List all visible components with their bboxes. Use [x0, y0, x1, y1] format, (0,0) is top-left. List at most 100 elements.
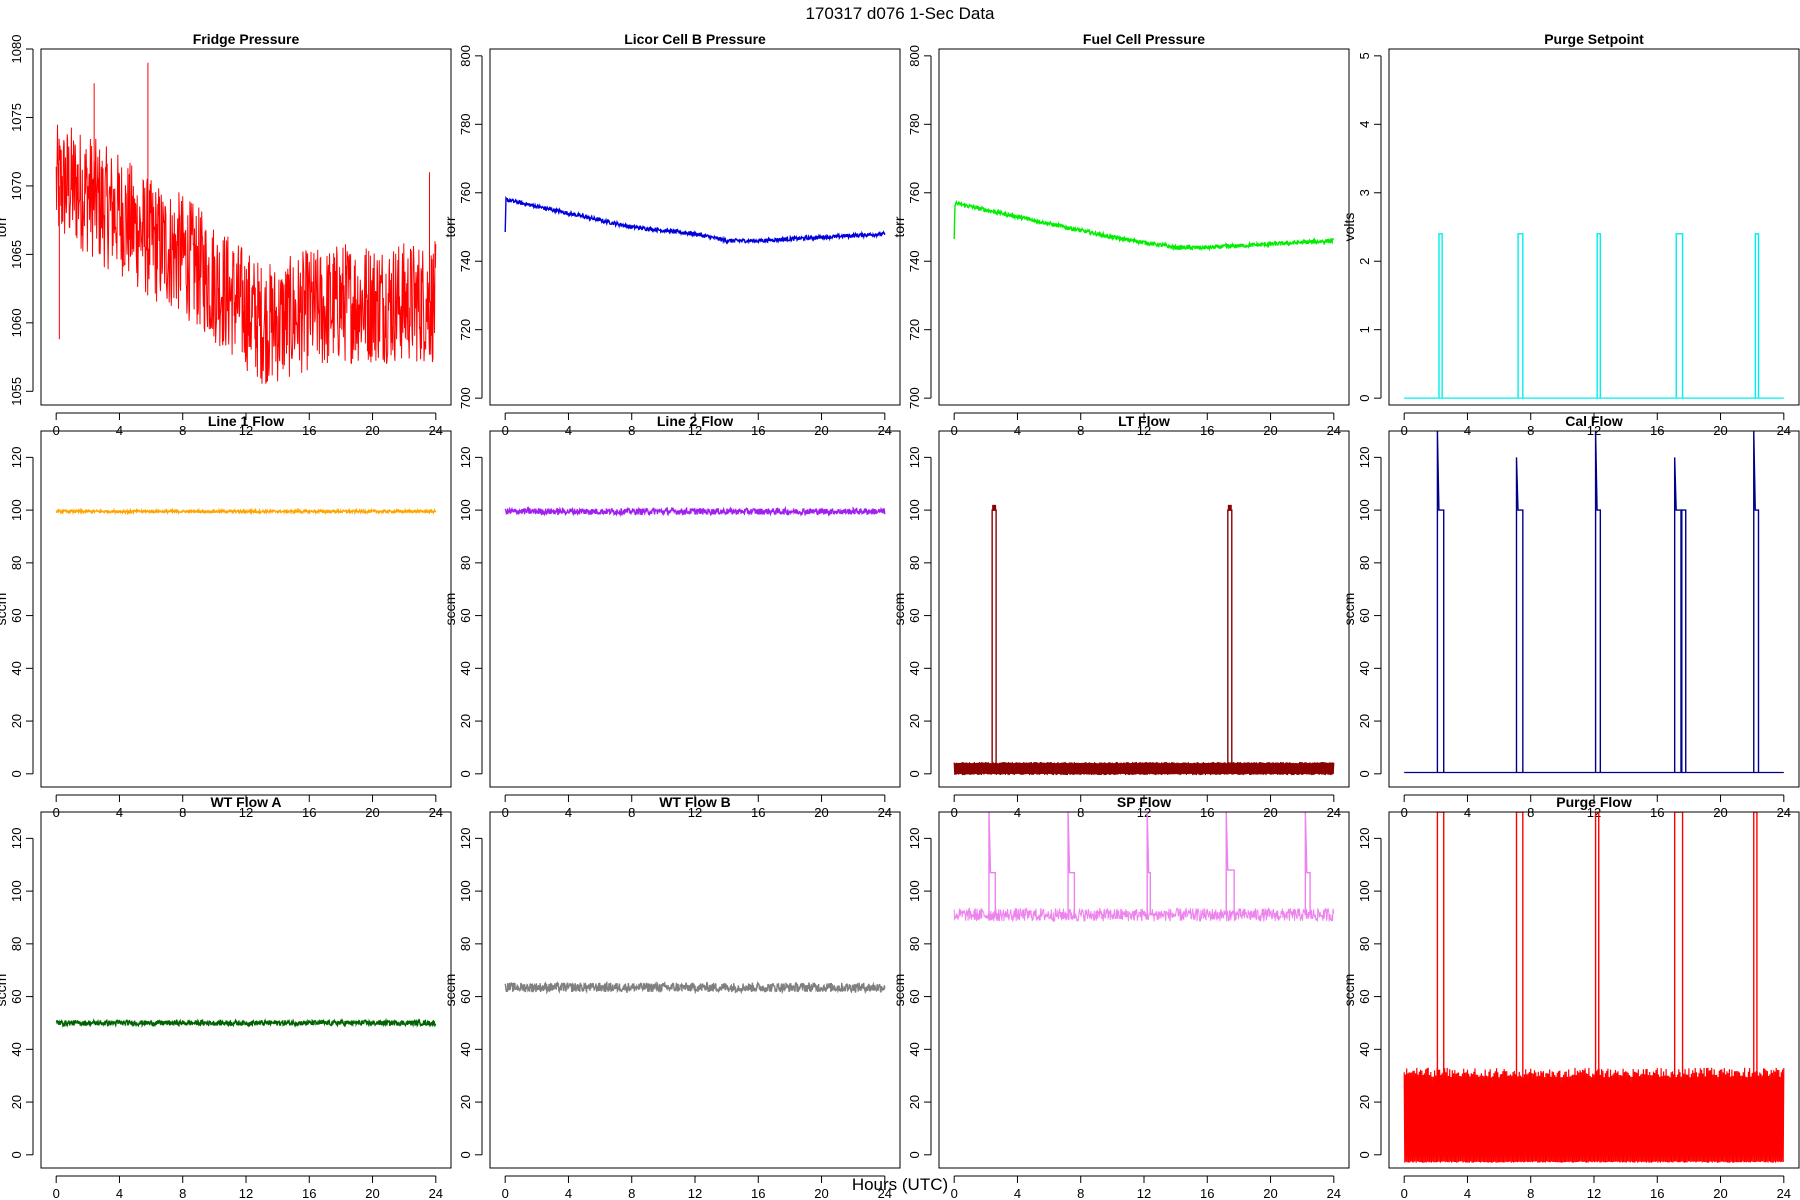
- y-tick-label: 100: [1357, 880, 1372, 902]
- y-tick-label: 1: [1357, 326, 1372, 333]
- y-tick-label: 60: [1357, 608, 1372, 622]
- x-tick-label: 0: [1401, 1186, 1408, 1200]
- pulse-mark: [1675, 233, 1684, 399]
- y-tick-label: 740: [907, 250, 922, 272]
- x-tick-label: 8: [628, 1186, 635, 1200]
- x-tick-label: 12: [688, 1186, 702, 1200]
- plot-frame: [489, 811, 901, 1169]
- series-line: [953, 906, 1335, 923]
- plot-frame: [40, 811, 452, 1169]
- y-tick-label: 0: [9, 770, 24, 777]
- pulse-mark: [1594, 812, 1600, 1155]
- y-tick-label: 40: [9, 1042, 24, 1056]
- y-tick-label: 0: [458, 770, 473, 777]
- plot-frame: [489, 430, 901, 788]
- y-axis-label: volts: [1341, 213, 1357, 242]
- y-tick-label: 120: [9, 447, 24, 469]
- y-tick-label: 100: [458, 499, 473, 521]
- panel-title: Fuel Cell Pressure: [1083, 31, 1205, 47]
- y-tick-label: 60: [1357, 989, 1372, 1003]
- x-tick-label: 20: [814, 1186, 828, 1200]
- pulse-cap: [1227, 504, 1232, 511]
- y-tick-label: 80: [9, 556, 24, 570]
- plot-area: [1404, 431, 1784, 774]
- y-axis-label: sccm: [1341, 974, 1357, 1007]
- plot-area: [504, 195, 886, 245]
- y-tick-label: 60: [9, 608, 24, 622]
- y-tick-label: 760: [458, 182, 473, 204]
- pulse-mark: [991, 509, 997, 769]
- x-tick-label: 8: [179, 1186, 186, 1200]
- y-axis-label: sccm: [891, 593, 907, 626]
- pulse-mark: [1304, 812, 1311, 915]
- y-tick-label: 120: [1357, 447, 1372, 469]
- y-axis-label: sccm: [891, 974, 907, 1007]
- plot-area: [55, 1017, 437, 1029]
- y-tick-label: 120: [458, 828, 473, 850]
- panel-title: Licor Cell B Pressure: [624, 31, 766, 47]
- series-line: [55, 507, 437, 516]
- y-tick-label: 760: [907, 182, 922, 204]
- x-tick-label: 16: [1200, 1186, 1214, 1200]
- plot-area: [1404, 233, 1784, 399]
- y-axis-label: sccm: [442, 593, 458, 626]
- panel-title: Line 1 Flow: [208, 413, 284, 429]
- y-tick-label: 20: [9, 714, 24, 728]
- panel-wt-flow-b: WT Flow B 0 4 8 12 16 20 24 0 20 40 60 80 100 120 sccm: [442, 794, 901, 1200]
- x-tick-label: 20: [365, 1186, 379, 1200]
- y-tick-label: 40: [458, 661, 473, 675]
- pulse-mark: [1673, 812, 1684, 1155]
- y-tick-label: 80: [907, 556, 922, 570]
- panel-title: WT Flow A: [210, 794, 281, 810]
- plot-area: [1403, 812, 1785, 1163]
- x-tick-label: 24: [878, 1186, 892, 1200]
- plot-area: [953, 199, 1335, 252]
- y-tick-label: 120: [907, 828, 922, 850]
- y-tick-label: 4: [1357, 121, 1372, 128]
- y-axis-label: sccm: [442, 974, 458, 1007]
- x-tick-label: 12: [239, 1186, 253, 1200]
- series-line: [504, 980, 886, 995]
- y-tick-label: 20: [9, 1095, 24, 1109]
- pulse-mark: [1753, 812, 1758, 1155]
- x-tick-label: 0: [502, 1186, 509, 1200]
- x-tick-label: 16: [1650, 1186, 1664, 1200]
- pulse-mark: [1754, 233, 1760, 399]
- y-axis-label: torr: [0, 216, 9, 237]
- panel-title: LT Flow: [1118, 413, 1170, 429]
- panel-title: Line 2 Flow: [657, 413, 733, 429]
- y-tick-label: 780: [907, 113, 922, 135]
- plot-frame: [1388, 430, 1800, 788]
- x-tick-label: 20: [1713, 1186, 1727, 1200]
- plot-area: [953, 504, 1335, 776]
- y-tick-label: 0: [907, 1151, 922, 1158]
- y-tick-label: 0: [907, 770, 922, 777]
- series-band: [1403, 1067, 1785, 1163]
- y-tick-label: 3: [1357, 189, 1372, 196]
- y-tick-label: 20: [1357, 714, 1372, 728]
- y-tick-label: 720: [458, 319, 473, 341]
- y-tick-label: 0: [1357, 1151, 1372, 1158]
- y-tick-label: 40: [1357, 1042, 1372, 1056]
- plot-area: [504, 980, 886, 995]
- plot-area: [55, 507, 437, 516]
- pulse-mark: [1515, 812, 1524, 1155]
- y-tick-label: 100: [907, 499, 922, 521]
- pulse-mark: [1067, 812, 1076, 915]
- y-tick-label: 1060: [9, 308, 24, 337]
- x-tick-label: 16: [751, 1186, 765, 1200]
- y-tick-label: 800: [907, 45, 922, 67]
- y-tick-label: 60: [458, 608, 473, 622]
- panel-title: Fridge Pressure: [193, 31, 300, 47]
- y-tick-label: 100: [9, 880, 24, 902]
- y-tick-label: 740: [458, 250, 473, 272]
- y-tick-label: 120: [1357, 828, 1372, 850]
- y-tick-label: 0: [9, 1151, 24, 1158]
- pulse-mark: [988, 812, 997, 915]
- y-tick-label: 40: [458, 1042, 473, 1056]
- pulse-cap: [992, 504, 997, 511]
